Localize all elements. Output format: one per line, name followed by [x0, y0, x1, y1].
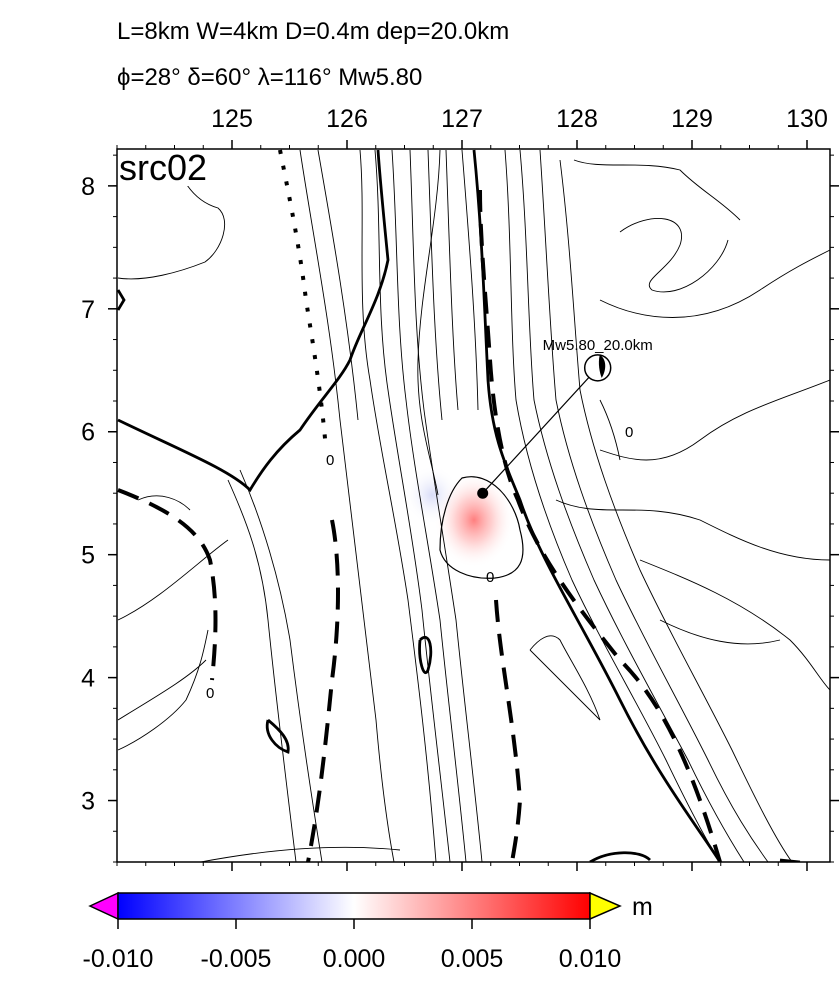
- colorbar-tick-label: 0.000: [323, 945, 386, 973]
- colorbar-labels: -0.010 -0.005 0.000 0.005 0.010: [83, 945, 622, 973]
- x-tick-label: 126: [326, 105, 368, 133]
- colorbar-tick-label: -0.005: [201, 945, 272, 973]
- axis-ticks: [108, 140, 839, 871]
- colorbar-over-triangle: [589, 891, 622, 921]
- source-beachball-line: [482, 367, 599, 494]
- colorbar-gradient: [117, 892, 591, 920]
- title-line1: L=8km W=4km D=0.4m dep=20.0km: [117, 18, 510, 45]
- y-tick-label: 6: [81, 419, 95, 447]
- y-tick-label: 3: [81, 788, 95, 816]
- x-tick-label: 130: [786, 105, 828, 133]
- panel-label: src02: [119, 147, 207, 188]
- y-tick-label: 7: [81, 296, 95, 324]
- colorbar-tick-label: -0.010: [83, 945, 154, 973]
- zero-contour: [439, 476, 524, 579]
- y-tick-label: 5: [81, 542, 95, 570]
- source-point: [477, 487, 489, 499]
- dashed-contours: [117, 189, 722, 862]
- map-frame: [116, 148, 831, 863]
- dotted-contour: [278, 149, 328, 451]
- y-tick-label: 4: [81, 665, 95, 693]
- title-line2: ϕ=28° δ=60° λ=116° Mw5.80: [117, 64, 423, 91]
- topo-contours: [117, 149, 830, 862]
- y-tick-label: 8: [81, 173, 95, 201]
- zero-label-1: 0: [326, 452, 334, 469]
- x-tick-label: 125: [211, 105, 253, 133]
- panel-label-bg: [117, 149, 220, 186]
- x-tick-label: 127: [441, 105, 483, 133]
- zero-label-4: 0: [206, 685, 214, 702]
- colorbar-under-triangle: [88, 891, 119, 921]
- colorbar-unit: m: [632, 893, 653, 921]
- colorbar-ticks: [117, 919, 591, 929]
- x-axis-labels: 125 126 127 128 129 130: [211, 105, 828, 133]
- y-axis-labels: 8 7 6 5 4 3: [81, 173, 95, 816]
- zero-label-3: 0: [486, 569, 494, 586]
- beachball-icon: [583, 354, 612, 382]
- colorbar: -0.010 -0.005 0.000 0.005 0.010 m: [83, 891, 653, 973]
- map-content: 0 0 0 0 Mw5.80_20.0km src02: [117, 147, 830, 862]
- slip-patch-positive: [434, 472, 514, 568]
- colorbar-tick-label: 0.005: [441, 945, 504, 973]
- x-tick-label: 128: [556, 105, 598, 133]
- colorbar-tick-label: 0.010: [559, 945, 622, 973]
- event-label: Mw5.80_20.0km: [543, 337, 653, 354]
- x-tick-label: 129: [671, 105, 713, 133]
- zero-label-2: 0: [625, 424, 633, 441]
